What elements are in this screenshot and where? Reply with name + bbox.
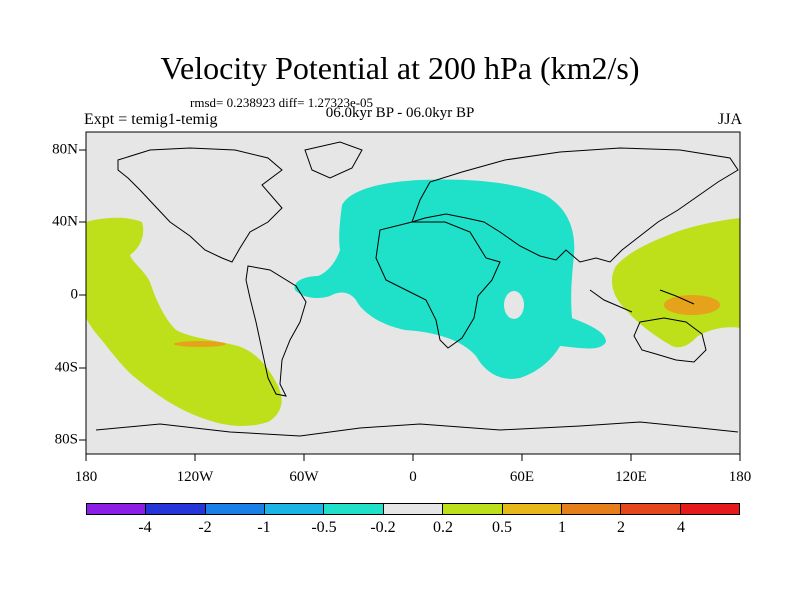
colorbar-label: 0.5	[492, 519, 512, 536]
colorbar-swatch	[561, 504, 622, 514]
map-frame	[79, 131, 741, 461]
neutral-hole-indian-ocean	[504, 291, 524, 319]
colorbar	[86, 503, 740, 515]
lat-tick-40s: 40S	[54, 359, 78, 376]
colorbar-swatch	[324, 504, 384, 514]
chart-title: Velocity Potential at 200 hPa (km2/s)	[160, 50, 640, 86]
lon-tick-0: 0	[409, 469, 417, 485]
colorbar-label: 1	[558, 519, 566, 536]
lat-tick-80n: 80N	[52, 141, 78, 158]
negative-region-africa-eurasia	[294, 179, 606, 379]
rmsd-diff-stats: rmsd= 0.238923 diff= 1.27323e-05	[190, 95, 374, 110]
period-label: 06.0kyr BP - 06.0kyr BP	[325, 105, 475, 121]
colorbar-swatch	[502, 504, 562, 514]
lon-tick-120e: 120E	[615, 469, 647, 485]
positive-region-west-pacific	[611, 218, 740, 348]
positive-region-patch-se-pacific	[174, 341, 226, 347]
lat-tick-80s: 80S	[54, 431, 78, 448]
colorbar-label: 2	[617, 519, 625, 536]
lon-tick-60w: 60W	[289, 469, 319, 485]
colorbar-label: -2	[198, 519, 212, 536]
colorbar-swatch	[205, 504, 266, 514]
colorbar-swatch	[146, 504, 206, 514]
season-label: JJA	[717, 111, 742, 128]
colorbar-swatch	[443, 504, 503, 514]
colorbar-swatch	[265, 504, 325, 514]
positive-region-patch-new-guinea	[664, 295, 720, 315]
colorbar-swatch	[383, 504, 444, 514]
lon-tick-60e: 60E	[509, 469, 535, 485]
colorbar-label: 4	[677, 519, 685, 536]
colorbar-label: -0.2	[370, 519, 396, 536]
colorbar-swatch	[87, 504, 147, 514]
lat-tick-40n: 40N	[52, 213, 78, 230]
positive-region-east-pacific	[86, 217, 282, 426]
lat-tick-0: 0	[70, 286, 79, 303]
colorbar-label: -1	[257, 519, 271, 536]
lon-tick-180e: 180	[728, 469, 752, 485]
lon-tick-120w: 120W	[176, 469, 214, 485]
colorbar-label: -4	[138, 519, 152, 536]
lon-tick-180w: 180	[74, 469, 98, 485]
colorbar-swatch	[621, 504, 681, 514]
colorbar-label: 0.2	[433, 519, 453, 536]
experiment-label: Expt = temig1-temig	[84, 111, 218, 128]
colorbar-swatch	[680, 504, 739, 514]
coastlines	[95, 141, 739, 437]
colorbar-label: -0.5	[311, 519, 337, 536]
